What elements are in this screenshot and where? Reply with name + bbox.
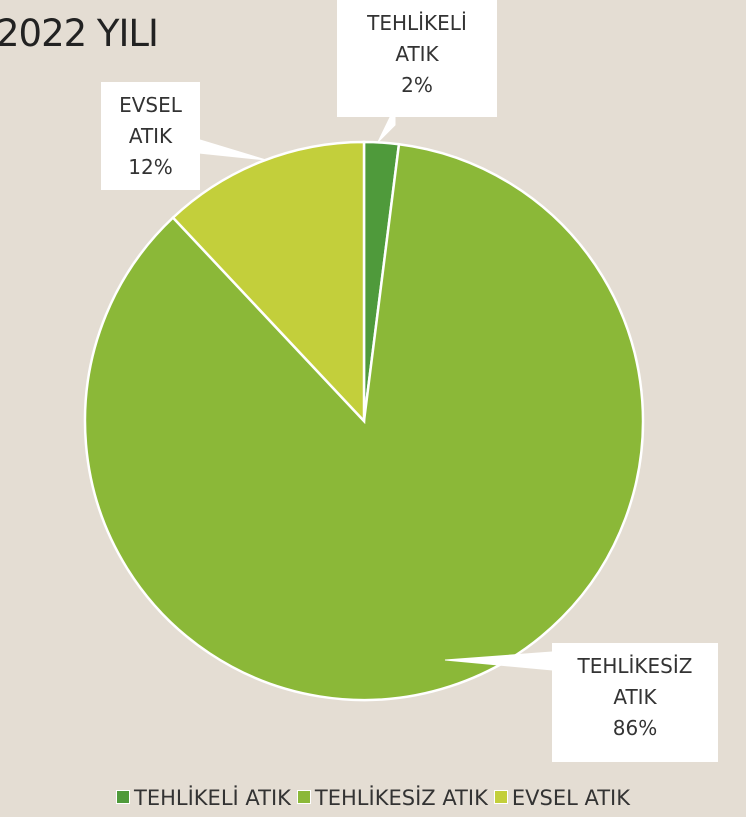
legend-item: TEHLİKELİ ATIK [116,786,291,810]
chart-title: 2022 YILI [0,12,159,55]
legend-swatch [116,790,130,804]
legend-swatch [493,790,508,804]
legend-label: EVSEL ATIK [511,786,630,810]
legend: TEHLİKELİ ATIK TEHLİKESİZ ATIK EVSEL ATIK [0,786,746,810]
pie-slice [171,140,366,425]
legend-label: TEHLİKELİ ATIK [134,786,291,810]
data-label-name: TEHLİKELİ ATIK [367,11,467,66]
data-label-value: 86% [612,716,658,740]
legend-item: EVSEL ATIK [493,786,630,810]
data-label-value: 12% [128,155,173,179]
legend-swatch [296,790,311,804]
data-label-name: EVSEL ATIK [119,93,182,148]
data-label-value: 2% [401,73,433,97]
legend-label: TEHLİKESİZ ATIK [314,786,488,810]
data-label: TEHLİKELİ ATIK 2% [337,0,497,117]
data-label: EVSEL ATIK 12% [101,82,200,190]
data-label-name: TEHLİKESİZ ATIK [577,654,693,709]
data-label: TEHLİKESİZ ATIK 86% [552,643,718,762]
legend-item: TEHLİKESİZ ATIK [296,786,488,810]
